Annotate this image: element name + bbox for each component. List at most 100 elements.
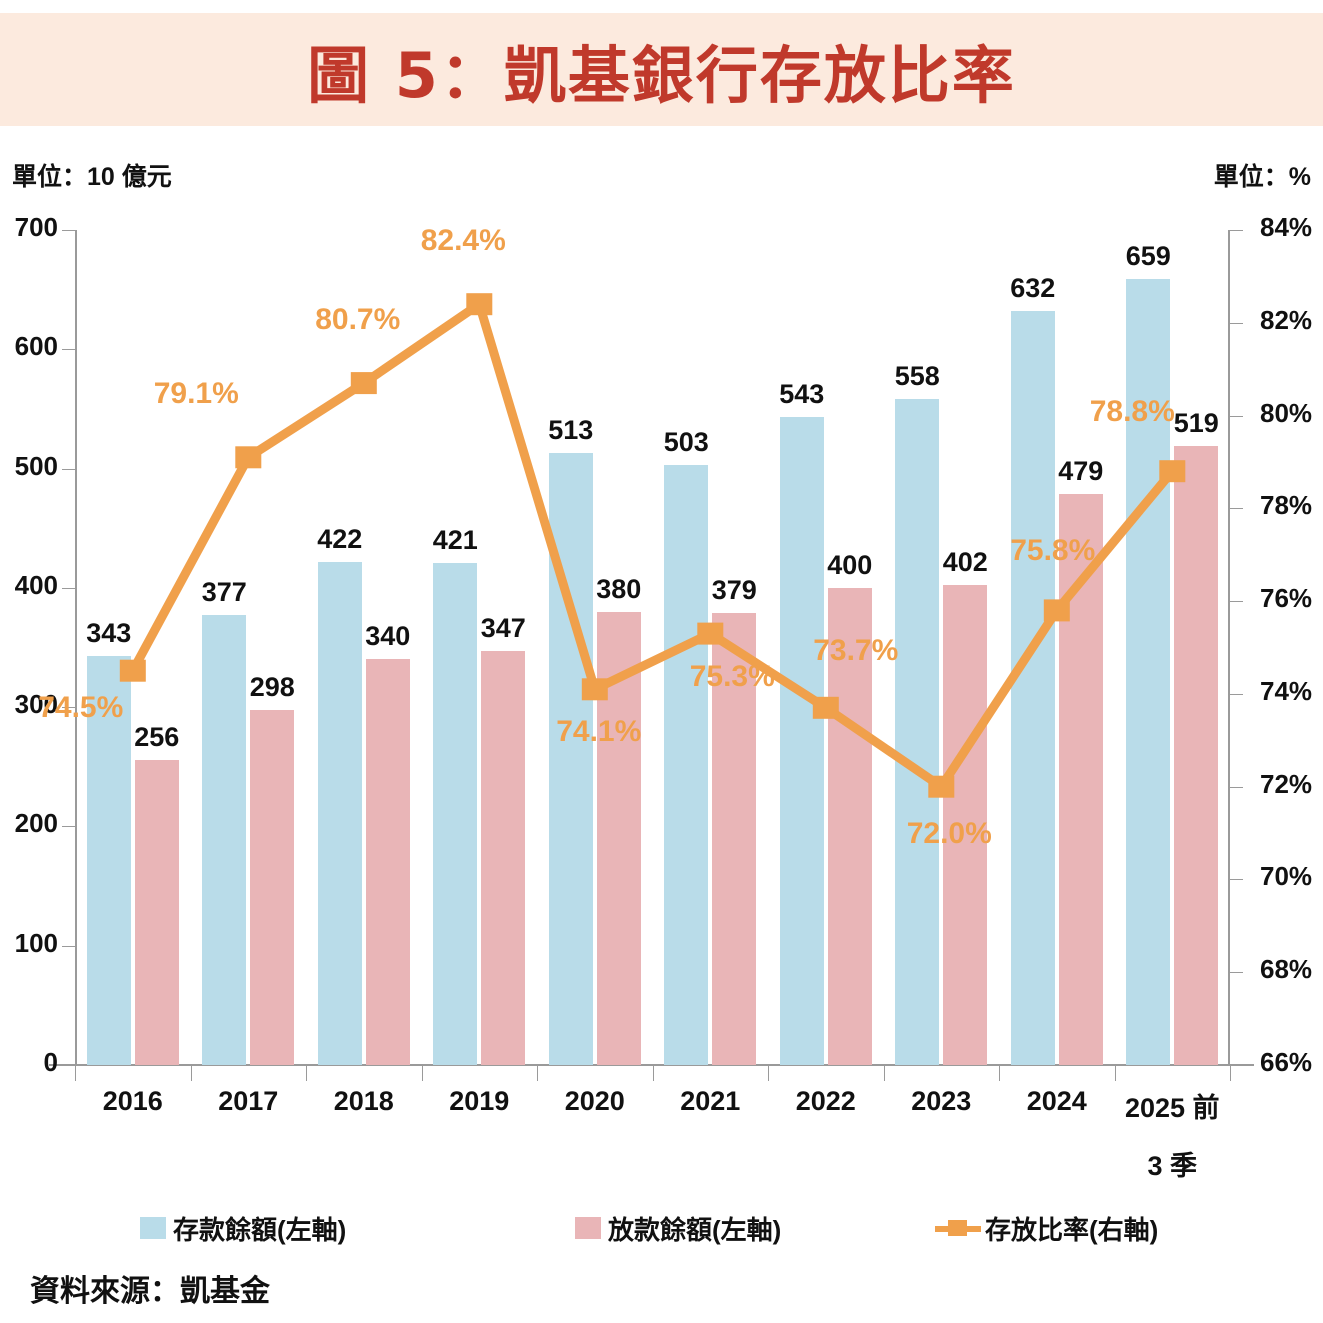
ratio-value-label: 82.4% bbox=[420, 224, 506, 258]
loan-bar bbox=[250, 709, 295, 1065]
ratio-marker bbox=[1043, 599, 1070, 622]
x-axis-line bbox=[49, 1064, 1254, 1066]
right-axis-tick-label: 76% bbox=[1260, 583, 1313, 614]
x-axis-label: 2022 bbox=[795, 1086, 856, 1116]
x-axis-tick bbox=[537, 1065, 538, 1081]
left-axis-tick bbox=[62, 587, 75, 589]
title-banner: 圖 5：凱基銀行存放比率 bbox=[0, 13, 1323, 126]
x-axis-tick bbox=[75, 1065, 76, 1081]
right-axis-tick-label: 80% bbox=[1260, 397, 1313, 428]
deposit-bar-label: 343 bbox=[86, 617, 132, 648]
ratio-value-label: 78.8% bbox=[1089, 395, 1175, 429]
x-axis-label: 3 季 bbox=[1147, 1151, 1198, 1181]
left-axis-tick-label: 0 bbox=[43, 1047, 58, 1077]
deposit-bar bbox=[1126, 278, 1171, 1065]
ratio-value-label: 74.5% bbox=[38, 690, 124, 724]
x-axis-tick bbox=[768, 1065, 769, 1081]
x-axis-tick bbox=[306, 1065, 307, 1081]
loan-bar bbox=[943, 585, 988, 1065]
ratio-value-label: 73.7% bbox=[813, 633, 899, 667]
ratio-value-label: 75.3% bbox=[689, 659, 775, 693]
deposit-bar bbox=[1010, 311, 1055, 1065]
right-axis-tick-label: 66% bbox=[1260, 1047, 1313, 1077]
deposit-bar-label: 503 bbox=[663, 426, 709, 457]
source-note: 資料來源：凱基金 bbox=[30, 1275, 270, 1308]
deposit-bar bbox=[202, 615, 247, 1065]
right-axis-tick-label: 74% bbox=[1260, 675, 1313, 706]
loan-bar bbox=[827, 587, 872, 1065]
loan-bar bbox=[365, 659, 410, 1065]
x-axis-label: 2025 前 bbox=[1124, 1093, 1220, 1123]
legend-deposit[interactable]: 存款餘額(左軸) bbox=[140, 1210, 346, 1247]
legend-loan[interactable]: 放款餘額(左軸) bbox=[575, 1210, 781, 1247]
deposit-bar bbox=[779, 417, 824, 1065]
loan-bar-label: 379 bbox=[711, 574, 757, 605]
right-axis-tick-label: 72% bbox=[1260, 768, 1313, 799]
left-axis-tick bbox=[62, 826, 75, 828]
x-axis-tick bbox=[883, 1065, 885, 1081]
right-axis-tick-label: 84% bbox=[1260, 212, 1313, 242]
ratio-marker bbox=[235, 446, 262, 469]
loan-bar-label: 479 bbox=[1058, 455, 1104, 486]
ratio-line-series bbox=[119, 293, 1186, 798]
x-axis-tick bbox=[190, 1065, 192, 1081]
ratio-value-label: 80.7% bbox=[315, 303, 401, 337]
page-title: 圖 5：凱基銀行存放比率 bbox=[307, 38, 1016, 112]
right-axis-line bbox=[1228, 230, 1230, 1065]
left-axis-tick bbox=[62, 468, 75, 470]
right-axis-tick bbox=[1230, 601, 1243, 603]
left-axis-tick bbox=[62, 1065, 75, 1066]
deposit-bar bbox=[895, 399, 940, 1065]
x-axis-label: 2019 bbox=[449, 1086, 510, 1116]
legend-line-marker-icon bbox=[935, 1217, 981, 1239]
right-axis-tick bbox=[1230, 1065, 1243, 1066]
legend-ratio[interactable]: 存放比率(右軸) bbox=[935, 1210, 1158, 1247]
legend-label: 存款餘額(左軸) bbox=[173, 1214, 347, 1245]
loan-bar-label: 400 bbox=[827, 549, 873, 580]
deposit-bar-label: 421 bbox=[432, 524, 478, 555]
ratio-marker bbox=[928, 775, 955, 798]
chart-legend: 存款餘額(左軸) 放款餘額(左軸) 存放比率(右軸) bbox=[0, 1206, 1323, 1250]
deposit-bar-label: 377 bbox=[201, 577, 247, 608]
ratio-marker bbox=[697, 622, 724, 645]
right-axis-tick bbox=[1230, 322, 1243, 324]
chart-plot-area: 0 100 200 300 400 500 600 700 66% 68% 70% 72% 74% 76… bbox=[15, 212, 1312, 1081]
left-axis-tick-label: 600 bbox=[14, 331, 58, 362]
loan-bar-label: 519 bbox=[1173, 407, 1219, 438]
x-axis-label: 2016 bbox=[102, 1086, 163, 1116]
deposit-bar-label: 632 bbox=[1010, 273, 1056, 304]
left-axis-tick bbox=[62, 707, 75, 709]
right-axis-tick bbox=[1230, 972, 1243, 974]
x-axis-tick bbox=[1230, 1065, 1231, 1081]
deposit-bar bbox=[433, 562, 478, 1065]
legend-swatch-icon bbox=[575, 1217, 601, 1239]
right-axis-tick-label: 70% bbox=[1260, 861, 1313, 892]
legend-swatch-icon bbox=[140, 1217, 166, 1239]
deposit-bar-label: 659 bbox=[1125, 240, 1171, 271]
x-axis-label: 2018 bbox=[333, 1086, 394, 1116]
deposit-bar-label: 543 bbox=[779, 379, 825, 410]
left-axis-tick-label: 300 bbox=[14, 689, 58, 720]
x-axis-label: 2021 bbox=[680, 1086, 741, 1116]
loan-bar bbox=[481, 651, 526, 1065]
loan-bar bbox=[1058, 493, 1103, 1065]
ratio-marker bbox=[1159, 460, 1186, 483]
right-axis-tick bbox=[1230, 786, 1243, 788]
left-axis-line bbox=[75, 230, 77, 1065]
loan-bar-label: 340 bbox=[365, 621, 411, 652]
right-axis-tick-label: 78% bbox=[1260, 490, 1313, 521]
right-axis-tick bbox=[1230, 415, 1243, 417]
ratio-polyline bbox=[128, 297, 1176, 794]
deposit-bar bbox=[317, 561, 362, 1065]
right-axis-tick-label: 82% bbox=[1260, 304, 1313, 335]
loan-bar-label: 402 bbox=[942, 547, 988, 578]
legend-label: 存放比率(右軸) bbox=[985, 1214, 1159, 1245]
ratio-marker bbox=[466, 293, 493, 316]
ratio-value-label: 74.1% bbox=[556, 715, 642, 749]
deposit-bar-label: 558 bbox=[894, 361, 940, 392]
loan-bar-label: 347 bbox=[480, 613, 526, 644]
x-axis-tick bbox=[652, 1065, 654, 1081]
deposit-bar-label: 422 bbox=[317, 523, 363, 554]
deposit-bar bbox=[664, 465, 709, 1065]
loan-bar-label: 380 bbox=[596, 573, 642, 604]
